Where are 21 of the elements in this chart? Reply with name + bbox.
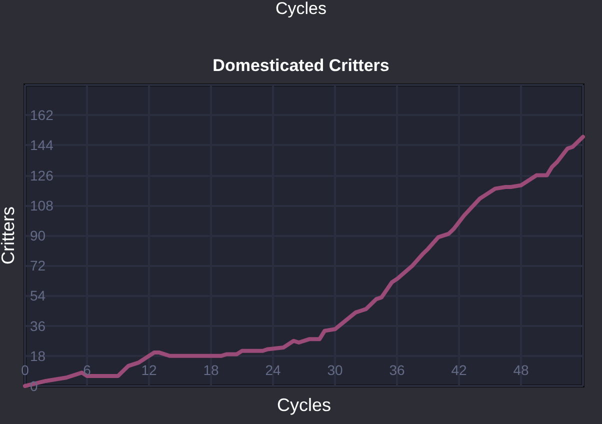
- text: Cycles: [275, 0, 327, 18]
- y-tick-label: 54: [30, 288, 46, 304]
- x-tick-label: 48: [513, 362, 529, 378]
- x-tick-label: 42: [451, 362, 467, 378]
- x-axis-title: Cycles: [276, 395, 332, 415]
- y-tick-label: 126: [30, 167, 54, 184]
- x-tick-label: 36: [389, 362, 405, 378]
- y-tick-label: 36: [30, 318, 46, 334]
- x-tick-label: 30: [327, 362, 343, 378]
- x-tick-label: 6: [83, 362, 92, 378]
- x-tick-label: 24: [265, 362, 281, 378]
- chart-title: Domesticated Critters: [212, 56, 390, 75]
- x-tick-label: 12: [141, 362, 157, 378]
- y-tick-label: 162: [30, 107, 54, 124]
- y-tick-label: 90: [30, 228, 46, 244]
- y-tick-label: 108: [30, 197, 54, 214]
- y-tick-label: 144: [30, 137, 54, 154]
- y-tick-label: 72: [30, 258, 46, 274]
- y-tick-label: 18: [30, 348, 46, 364]
- x-tick-label: 18: [203, 362, 219, 378]
- y-axis-title: Critters: [0, 206, 18, 264]
